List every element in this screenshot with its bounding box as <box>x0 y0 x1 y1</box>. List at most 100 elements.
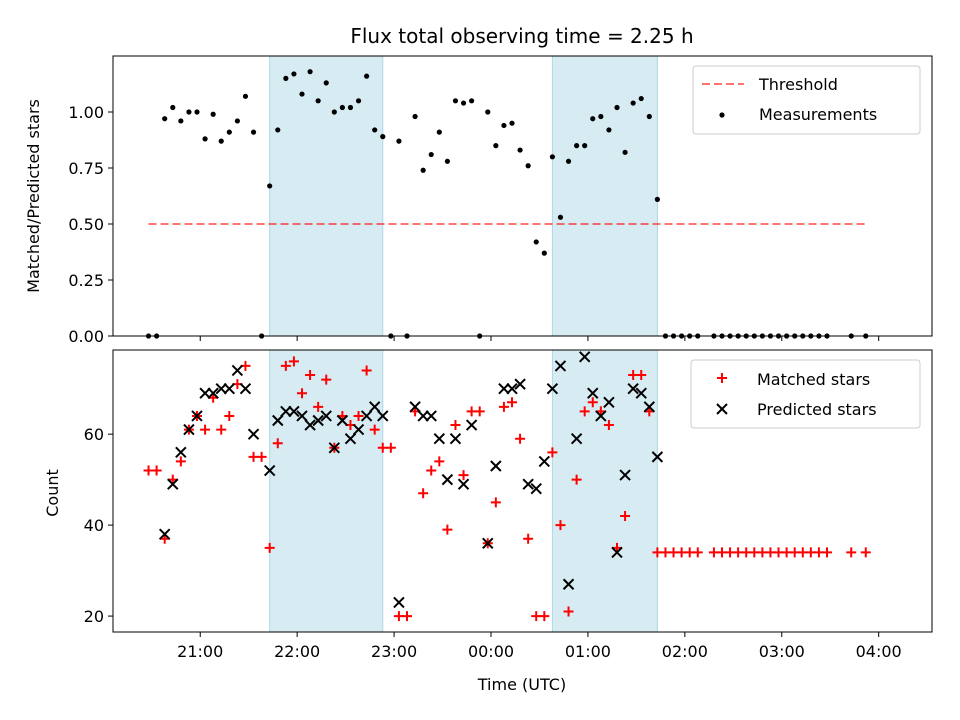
predicted-star-point <box>288 405 300 418</box>
predicted-star-point <box>611 546 623 559</box>
measurement-point <box>590 116 596 122</box>
top-x-ticks <box>199 336 880 341</box>
matched-star-point <box>860 547 871 558</box>
x-tick-label: 00:00 <box>468 642 514 661</box>
matched-star-point <box>636 370 647 381</box>
measurement-point <box>283 75 289 81</box>
measurement-point <box>162 116 168 122</box>
measurement-point <box>549 154 555 160</box>
predicted-star-point <box>425 410 437 422</box>
predicted-star-point <box>482 537 494 550</box>
predicted-star-point <box>247 428 260 440</box>
matched-star-point <box>216 424 227 435</box>
predicted-star-point <box>272 414 284 427</box>
y-tick-label: 0.25 <box>68 271 104 290</box>
matched-star-point <box>385 442 396 453</box>
matched-star-point <box>571 474 582 485</box>
predicted-star-point <box>514 378 526 390</box>
matched-star-point <box>288 356 299 367</box>
legend-frame <box>692 65 921 135</box>
matched-star-point <box>498 401 509 412</box>
x-tick-label: 21:00 <box>177 642 223 661</box>
predicted-star-point <box>191 410 203 422</box>
matched-star-point <box>434 456 445 467</box>
bottom-y-axis-label: Count <box>43 469 62 517</box>
measurement-point <box>170 104 176 111</box>
measurement-point <box>533 239 539 245</box>
measurement-point <box>428 151 434 158</box>
x-tick-label: 03:00 <box>759 642 805 661</box>
measurement-point <box>218 138 224 144</box>
predicted-star-point <box>393 596 405 609</box>
measurement-point <box>307 69 313 75</box>
predicted-star-point <box>175 446 187 459</box>
matched-star-point <box>321 374 332 385</box>
matched-star-point <box>200 424 211 435</box>
chart-title: Flux total observing time = 2.25 h <box>350 24 693 48</box>
matched-star-point <box>175 456 186 467</box>
legend-predicted-label: Predicted stars <box>757 400 877 419</box>
top-axes-frame <box>112 55 933 337</box>
predicted-star-point <box>223 382 236 395</box>
legend-predicted-swatch <box>716 403 728 415</box>
predicted-star-point <box>360 410 373 422</box>
measurement-point <box>630 100 636 106</box>
predicted-star-point <box>595 410 607 422</box>
predicted-star-point <box>207 387 219 399</box>
predicted-star-point <box>522 478 534 490</box>
measurement-point <box>622 149 628 155</box>
matched-star-point <box>579 406 590 417</box>
predicted-star-point <box>441 473 454 486</box>
measurement-point <box>646 113 652 120</box>
measurement-point <box>574 143 580 149</box>
predicted-star-point <box>465 419 478 431</box>
legend-threshold-label: Threshold <box>758 75 838 94</box>
predicted-star-point <box>490 460 502 472</box>
predicted-star-point <box>562 578 575 590</box>
matched-star-point <box>846 547 857 558</box>
shaded-interval <box>551 55 658 337</box>
measurement-point <box>194 109 200 115</box>
matched-star-point <box>458 470 469 481</box>
measurement-point <box>509 120 515 126</box>
predicted-star-point <box>183 423 195 436</box>
predicted-star-point <box>344 432 357 445</box>
top-shaded-intervals <box>269 55 658 337</box>
measurement-point <box>226 129 232 135</box>
measurement-point <box>380 134 386 140</box>
predicted-star-point <box>231 364 244 377</box>
predicted-star-point <box>635 387 647 399</box>
predicted-star-point <box>296 410 308 422</box>
y-tick-label: 20 <box>84 607 104 626</box>
predicted-star-point <box>158 528 171 540</box>
matched-star-point <box>692 547 703 558</box>
measurement-point <box>469 98 475 104</box>
bottom-x-ticks: 21:00 22:00 23:00 00:00 01:00 02:00 03:00 04:00 <box>177 632 902 661</box>
matched-star-point <box>353 410 364 421</box>
matched-star-point <box>305 370 316 381</box>
measurement-point <box>178 118 184 124</box>
measurement-point <box>202 136 208 142</box>
matched-star-point <box>515 433 526 444</box>
predicted-star-point <box>336 414 349 427</box>
x-tick-label: 22:00 <box>274 642 320 661</box>
predicted-star-point <box>506 382 518 395</box>
bottom-axes-frame <box>112 349 933 633</box>
matched-star-point <box>620 511 631 522</box>
measurement-point <box>557 214 564 220</box>
predicted-star-point <box>239 382 252 395</box>
measurement-point <box>291 71 297 77</box>
predicted-star-point <box>377 410 389 422</box>
measurement-point <box>267 183 273 189</box>
x-tick-label: 04:00 <box>856 642 902 661</box>
predicted-star-point <box>554 360 567 372</box>
measurement-point <box>396 138 402 144</box>
predicted-star-point <box>546 382 559 395</box>
y-tick-label: 0.50 <box>68 215 104 234</box>
predicted-star-point <box>263 464 276 477</box>
x-tick-label: 02:00 <box>662 642 708 661</box>
measurement-point <box>452 98 459 104</box>
measurement-point <box>606 127 612 133</box>
measurement-point <box>347 104 354 111</box>
